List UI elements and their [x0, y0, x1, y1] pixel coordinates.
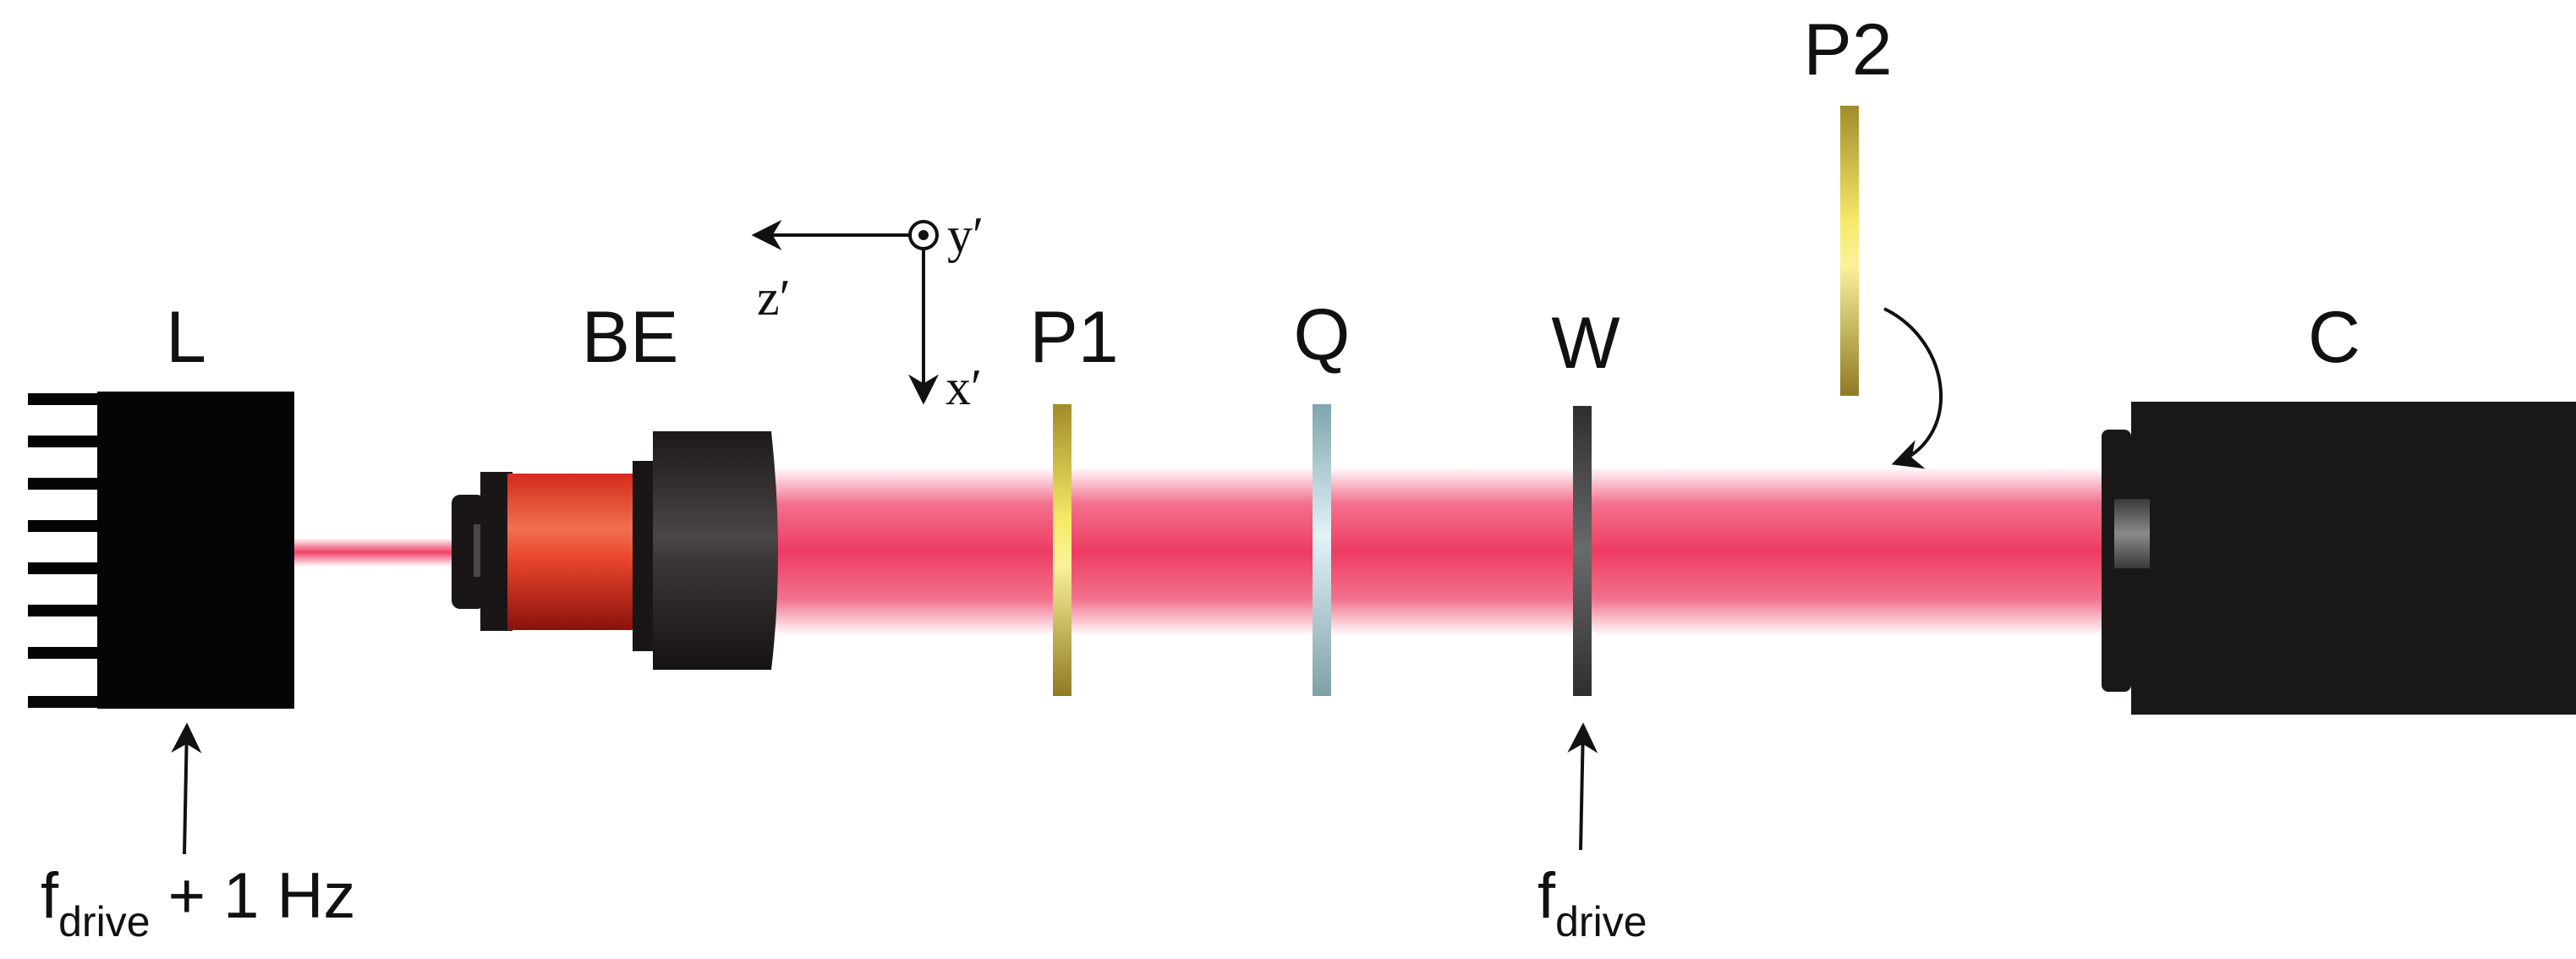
laser	[28, 392, 294, 709]
laser-drive-arrow	[171, 722, 202, 855]
polarizer-p1-plate	[1053, 404, 1072, 696]
laser-drive-f: f	[41, 860, 59, 932]
p2-rotation-arrow	[1883, 307, 1943, 469]
laser-drive-offset: + 1 Hz	[151, 860, 356, 932]
polarizer-p1	[1053, 404, 1072, 696]
label-polarizer-p2: P2	[1803, 9, 1892, 90]
waveplate-drive-label: fdrive	[1537, 860, 1647, 945]
x-axis-label: x′	[945, 359, 982, 415]
label-beam-expander: BE	[582, 297, 679, 378]
polarizer-p2-plate	[1840, 106, 1859, 396]
camera-body	[2131, 402, 2576, 715]
waveplate-drive-arrow	[1567, 722, 1598, 851]
beam-expander-tip	[452, 495, 485, 609]
z-axis-label: z′	[757, 270, 791, 326]
coordinate-axes: z′ y′ x′	[751, 207, 984, 415]
laser-heatsink-fins	[28, 393, 100, 708]
beam-expander	[452, 431, 778, 670]
y-axis-out-of-page-dot	[918, 230, 929, 240]
waveplate-w	[1573, 406, 1592, 696]
camera	[2102, 402, 2576, 715]
beam-expander-ring	[480, 472, 512, 631]
beam-expander-red-section	[507, 474, 634, 630]
label-camera: C	[2308, 297, 2360, 378]
waveplate-drive-f: f	[1537, 860, 1556, 932]
waveplate-w-body	[1573, 406, 1592, 696]
quarter-wave-plate-body	[1313, 404, 1331, 696]
label-polarizer-p1: P1	[1029, 297, 1118, 378]
expanded-laser-beam	[761, 467, 2114, 636]
quarter-wave-plate	[1313, 404, 1331, 696]
camera-lens	[2114, 499, 2150, 568]
label-quarter-wave-plate: Q	[1294, 294, 1351, 375]
laser-drive-subscript: drive	[58, 898, 150, 945]
thin-laser-beam	[292, 538, 461, 567]
label-waveplate-w: W	[1551, 303, 1620, 384]
beam-expander-output-barrel	[653, 431, 778, 670]
laser-drive-label: fdrive + 1 Hz	[41, 860, 355, 945]
polarizer-p2	[1840, 106, 1943, 469]
waveplate-drive-subscript: drive	[1555, 898, 1647, 945]
y-axis-label: y′	[947, 207, 984, 263]
laser-body	[97, 392, 294, 709]
label-laser: L	[166, 297, 206, 378]
